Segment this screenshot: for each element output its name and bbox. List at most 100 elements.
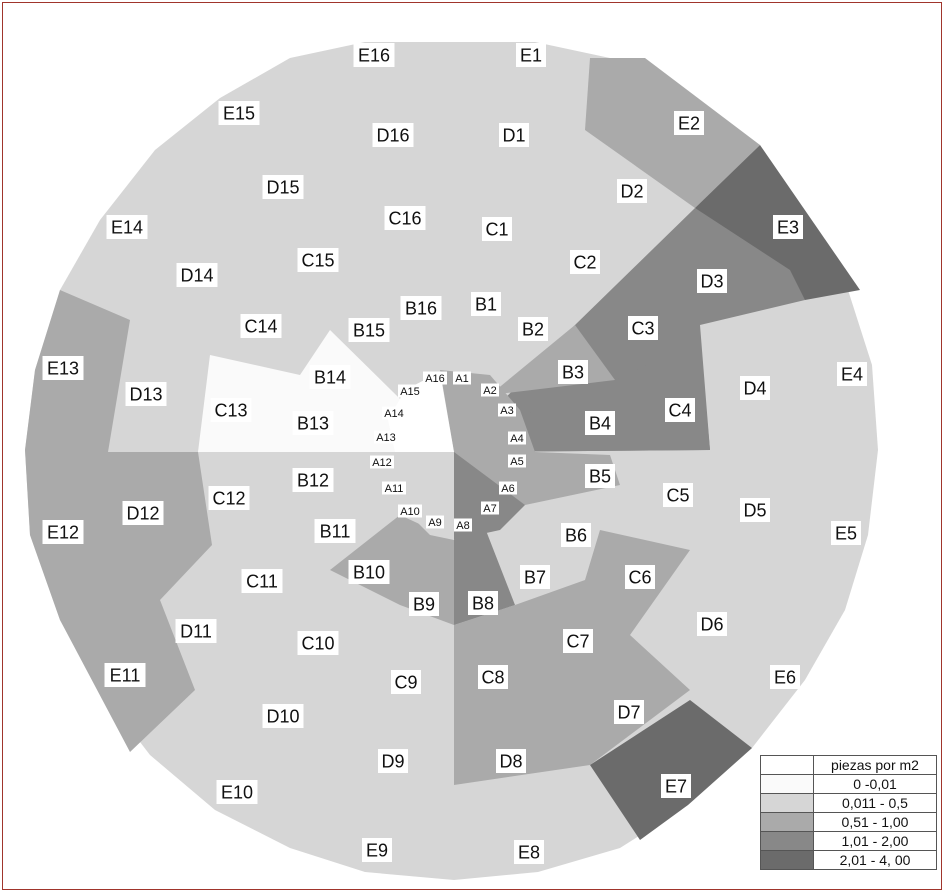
- sector-label-text: A2: [483, 385, 496, 397]
- sector-label-b6: B6: [561, 523, 591, 547]
- sector-label-d13: D13: [125, 382, 167, 406]
- sector-label-text: B5: [589, 466, 611, 486]
- sector-label-text: C15: [301, 250, 334, 270]
- sector-label-box: [516, 43, 546, 67]
- sector-label-box: [391, 670, 421, 694]
- sector-label-e10: E10: [216, 780, 258, 804]
- legend-row: 0,011 - 0,5: [760, 793, 937, 813]
- sector-label-b1: B1: [471, 292, 501, 316]
- sector-label-a11: A11: [382, 481, 406, 495]
- sector-label-d12: D12: [122, 501, 164, 525]
- sector-label-box: [561, 523, 591, 547]
- sector-label-text: B8: [472, 593, 494, 613]
- sector-label-text: A7: [483, 503, 496, 515]
- sector-label-box: [262, 704, 304, 728]
- sector-label-box: [216, 780, 258, 804]
- sector-label-text: D8: [499, 751, 522, 771]
- sector-label-a12: A12: [370, 455, 394, 469]
- sector-label-text: E4: [841, 364, 863, 384]
- sector-label-box: [309, 365, 351, 389]
- legend-row: 0 -0,01: [760, 774, 937, 794]
- sector-label-a6: A6: [499, 481, 517, 495]
- sector-label-box: [499, 481, 517, 495]
- sector-label-box: [570, 250, 600, 274]
- legend-row: 0,51 - 1,00: [760, 812, 937, 832]
- sector-label-b15: B15: [348, 318, 390, 342]
- sector-label-text: B16: [405, 298, 437, 318]
- sector-label-box: [398, 384, 422, 398]
- sector-label-text: A11: [385, 483, 404, 495]
- sector-label-box: [382, 406, 406, 420]
- sector-label-c5: C5: [663, 483, 693, 507]
- sector-label-text: B11: [320, 521, 351, 541]
- sector-label-box: [374, 430, 398, 444]
- sector-label-box: [498, 403, 516, 417]
- sector-label-d1: D1: [499, 123, 529, 147]
- sector-label-text: C11: [246, 571, 278, 591]
- legend-title-row: piezas por m2: [760, 755, 937, 775]
- sector-label-box: [106, 215, 148, 239]
- sector-label-text: C9: [394, 672, 417, 692]
- sector-label-text: E10: [221, 782, 253, 802]
- sector-label-box: [481, 501, 499, 515]
- sector-label-text: A10: [400, 506, 420, 518]
- sector-label-box: [384, 206, 426, 230]
- sector-label-text: C3: [631, 318, 654, 338]
- sector-label-text: E9: [366, 840, 388, 860]
- sector-label-box: [314, 519, 356, 543]
- sector-label-d4: D4: [740, 376, 770, 400]
- sector-label-b2: B2: [518, 317, 548, 341]
- sector-label-b16: B16: [400, 296, 442, 320]
- sector-label-box: [378, 749, 408, 773]
- legend-title: piezas por m2: [813, 755, 937, 775]
- sector-label-text: E8: [518, 842, 540, 862]
- sector-label-box: [297, 248, 339, 272]
- sector-label-box: [426, 515, 444, 529]
- sector-label-box: [42, 356, 84, 380]
- sector-label-d3: D3: [697, 269, 727, 293]
- sector-label-d6: D6: [697, 612, 727, 636]
- sector-label-text: B7: [524, 567, 546, 587]
- sector-label-c4: C4: [665, 398, 695, 422]
- sector-label-e12: E12: [42, 520, 84, 544]
- sector-label-box: [663, 483, 693, 507]
- sector-label-d5: D5: [740, 498, 770, 522]
- sector-label-box: [382, 481, 406, 495]
- sector-label-text: B9: [413, 594, 435, 614]
- sector-label-text: D15: [266, 177, 299, 197]
- sector-label-box: [563, 629, 593, 653]
- legend-title-swatch: [760, 755, 814, 775]
- sector-label-box: [617, 179, 647, 203]
- sector-label-c16: C16: [384, 206, 426, 230]
- sector-label-box: [104, 663, 146, 687]
- sector-label-box: [292, 411, 334, 435]
- sector-label-text: D12: [126, 503, 159, 523]
- sector-label-box: [508, 454, 526, 468]
- sector-label-d10: D10: [262, 704, 304, 728]
- sector-label-c7: C7: [563, 629, 593, 653]
- sector-label-d2: D2: [617, 179, 647, 203]
- sector-label-b9: B9: [409, 592, 439, 616]
- sector-label-box: [348, 560, 390, 584]
- sector-label-c10: C10: [297, 631, 339, 655]
- sector-label-box: [740, 376, 770, 400]
- sector-label-text: B6: [565, 525, 587, 545]
- sector-label-a15: A15: [398, 384, 422, 398]
- sector-label-box: [697, 612, 727, 636]
- sector-label-text: B4: [589, 413, 611, 433]
- sector-label-d11: D11: [175, 619, 217, 643]
- sector-label-box: [423, 371, 447, 385]
- sector-label-box: [482, 217, 512, 241]
- sector-label-box: [558, 360, 588, 384]
- sector-label-a16: A16: [423, 371, 447, 385]
- sector-label-text: E12: [47, 522, 79, 542]
- sector-label-text: D3: [700, 271, 723, 291]
- sector-label-box: [499, 123, 529, 147]
- sector-label-box: [520, 565, 550, 589]
- sector-label-box: [478, 665, 508, 689]
- legend-label: 2,01 - 4, 00: [813, 850, 937, 870]
- sector-label-box: [585, 464, 615, 488]
- sector-label-box: [218, 101, 260, 125]
- sector-label-text: E13: [47, 358, 79, 378]
- sector-label-box: [770, 665, 800, 689]
